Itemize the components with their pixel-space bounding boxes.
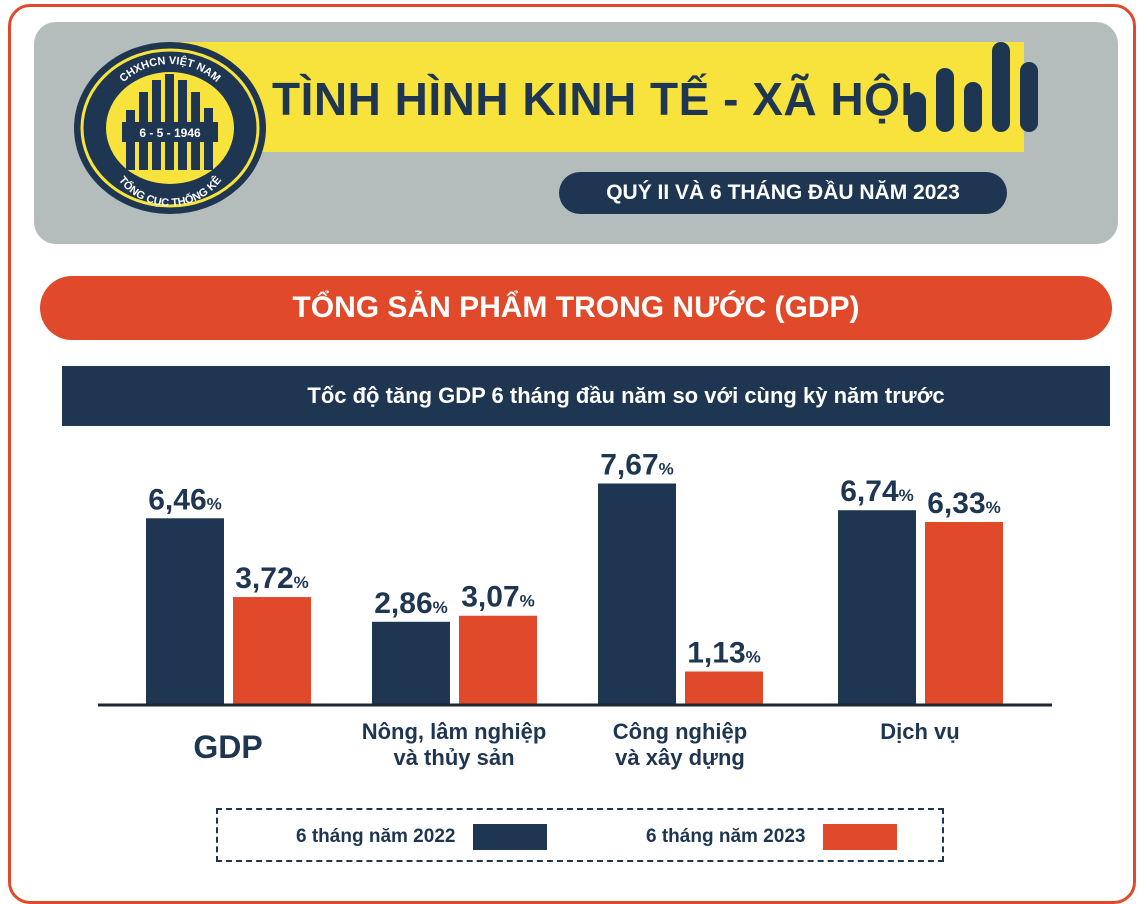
legend-swatch-2022: [473, 824, 548, 850]
category-label-1: Nông, lâm nghiệp và thủy sản: [362, 719, 547, 770]
bar-chart-icon: [900, 38, 1040, 143]
page-title: TÌNH HÌNH KINH TẾ - XÃ HỘI: [272, 73, 914, 125]
bar-2022-3: [838, 510, 916, 704]
section-title: TỔNG SẢN PHẨM TRONG NƯỚC (GDP): [40, 276, 1112, 340]
category-label-0: GDP: [193, 729, 262, 765]
bar-2023-1: [459, 615, 537, 704]
value-label-2022-3: 6,74%: [840, 475, 914, 508]
value-label-2023-2: 1,13%: [687, 637, 761, 670]
value-label-2022-1: 2,86%: [374, 587, 448, 620]
value-label-2023-3: 6,33%: [927, 487, 1001, 520]
value-label-2023-1: 3,07%: [461, 581, 535, 614]
bar-2022-1: [372, 621, 450, 704]
bar-2023-3: [925, 522, 1003, 704]
legend-label-2023: 6 tháng năm 2023: [646, 826, 806, 847]
bar-2022-0: [146, 518, 224, 704]
gso-logo: 6 - 5 - 1946 CHXHCN VIỆT NAM TỔNG CỤC TH…: [72, 40, 268, 221]
value-label-2023-0: 3,72%: [235, 562, 309, 595]
chart-title: Tốc độ tăng GDP 6 tháng đầu năm so với c…: [307, 383, 945, 408]
bar-2022-2: [598, 483, 676, 704]
chart-title-bar: Tốc độ tăng GDP 6 tháng đầu năm so với c…: [62, 366, 1110, 426]
page-subtitle: QUÝ II VÀ 6 THÁNG ĐẦU NĂM 2023: [559, 172, 1007, 214]
bar-2023-2: [685, 671, 763, 704]
value-label-2022-0: 6,46%: [148, 483, 222, 516]
legend-item-2023: 6 tháng năm 2023: [646, 810, 898, 864]
value-label-2022-2: 7,67%: [600, 448, 674, 481]
category-label-2: Công nghiệp và xây dựng: [613, 719, 747, 770]
bar-2023-0: [233, 597, 311, 704]
legend: 6 tháng năm 2022 6 tháng năm 2023: [216, 808, 944, 862]
logo-date-text: 6 - 5 - 1946: [139, 126, 201, 140]
legend-item-2022: 6 tháng năm 2022: [296, 810, 548, 864]
legend-swatch-2023: [823, 824, 898, 850]
title-band: [170, 42, 1024, 152]
legend-label-2022: 6 tháng năm 2022: [296, 826, 456, 847]
category-label-3: Dịch vụ: [880, 719, 959, 744]
